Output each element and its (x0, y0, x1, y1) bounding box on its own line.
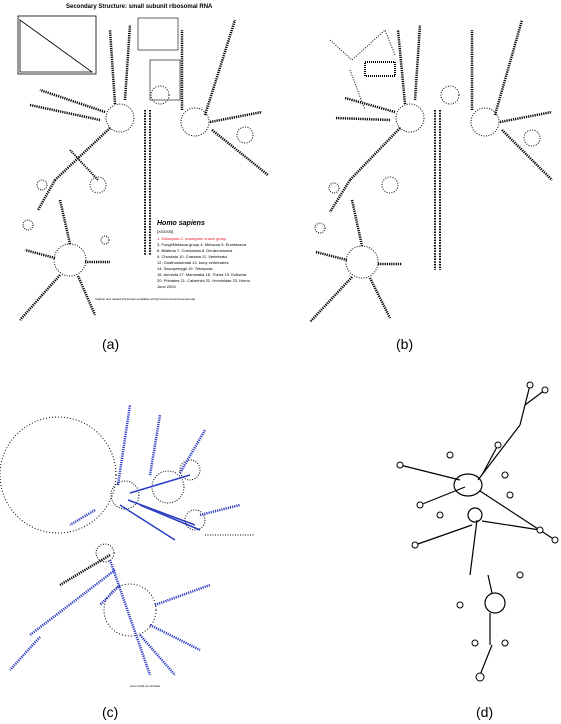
accession-text: [X03205] (157, 229, 173, 234)
panel-c: pmcr-hs04-ss-12.fasta (0, 375, 275, 695)
rna-structure-b (309, 19, 553, 323)
footer-a: Citation and related information availab… (95, 297, 196, 301)
taxonomy-line: 9. Chordata 10. Craniata 11. Vertebrata (157, 254, 227, 259)
caption-c: (c) (102, 704, 119, 720)
panel-a: Secondary Structure: small subunit ribos… (0, 0, 280, 330)
panel-d (380, 375, 561, 695)
taxonomy-line: 14. Sarcopterygii 15. Tetrapoda (157, 266, 213, 271)
rna-structure-c: pmcr-hs04-ss-12.fasta (0, 404, 255, 688)
taxonomy-line: 20. Primates 21. Catarrhini 22. Hominida… (157, 278, 250, 283)
taxonomy-line: 6. Bilateria 7. Coelomata 8. Deuterostom… (157, 248, 233, 253)
footer-c: pmcr-hs04-ss-12.fasta (130, 684, 160, 688)
rna-structure-a: Secondary Structure: small subunit ribos… (17, 4, 269, 321)
taxonomy-line: 12. Gnathostomata 13. bony vertebrates (157, 260, 229, 265)
caption-d: (d) (476, 704, 494, 720)
taxonomy-line: June 2004 (157, 284, 176, 289)
taxonomy-highlight: 1. Eukaryota 2. eukaryotic crown group (157, 236, 227, 241)
taxonomy-line: 16. Amniota 17. Mammalia 18. Theria 19. … (157, 272, 247, 277)
panel-b (290, 0, 561, 330)
caption-a: (a) (102, 336, 120, 352)
header-text: Secondary Structure: small subunit ribos… (66, 4, 213, 10)
caption-b: (b) (396, 336, 414, 352)
rna-structure-d (396, 381, 559, 682)
organism-name: Homo sapiens (157, 220, 205, 227)
taxonomy-line: 3. Fungi/Metazoa group 4. Metazoa 5. Eum… (157, 242, 246, 247)
